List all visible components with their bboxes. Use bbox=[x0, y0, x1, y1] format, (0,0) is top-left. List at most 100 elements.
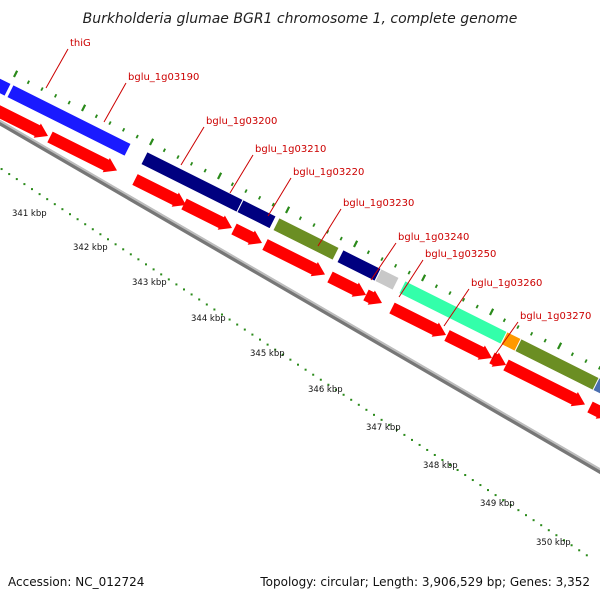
scale-dot bbox=[449, 464, 451, 466]
scale-dot bbox=[456, 469, 459, 472]
scale-dot bbox=[236, 323, 239, 326]
tick-mark bbox=[312, 223, 316, 228]
gene-arrow bbox=[231, 223, 262, 245]
tick-mark bbox=[67, 100, 71, 105]
tick-mark bbox=[26, 80, 30, 85]
tick-mark bbox=[271, 202, 275, 207]
chromosome-backbone bbox=[0, 119, 600, 475]
scale-dot bbox=[479, 484, 482, 487]
cog-block bbox=[272, 217, 340, 261]
gene-arrow bbox=[503, 359, 585, 407]
scale-dot-line bbox=[0, 168, 588, 557]
gene-label: bglu_1g03270 bbox=[520, 311, 591, 322]
tick-mark bbox=[81, 104, 87, 112]
scale-dot bbox=[137, 258, 140, 261]
gene-arrow bbox=[389, 302, 446, 337]
scale-dot bbox=[114, 243, 117, 246]
scale-dot bbox=[160, 273, 163, 276]
scale-dot bbox=[502, 499, 505, 502]
gene-label: bglu_1g03230 bbox=[343, 198, 414, 209]
tick-mark bbox=[475, 304, 479, 309]
callout-line bbox=[491, 321, 519, 360]
gene-arrow bbox=[262, 239, 325, 277]
tick-mark bbox=[135, 134, 139, 139]
scale-dot bbox=[76, 218, 79, 221]
scale-dot bbox=[183, 288, 185, 291]
cog-block bbox=[374, 268, 400, 291]
gene-arrow bbox=[444, 330, 492, 360]
scale-dot bbox=[304, 368, 307, 371]
tick-mark bbox=[189, 161, 194, 166]
tick-mark bbox=[407, 270, 411, 275]
tick-mark bbox=[393, 263, 398, 268]
scale-dot bbox=[335, 388, 337, 391]
scale-tick-label: 345 kbp bbox=[250, 349, 285, 359]
tick-mark bbox=[380, 257, 384, 262]
tick-mark bbox=[421, 274, 427, 282]
scale-tick-label: 346 kbp bbox=[308, 385, 343, 395]
scale-dot bbox=[563, 539, 565, 542]
scale-dot bbox=[175, 283, 178, 286]
tick-mark bbox=[529, 331, 534, 336]
top-tick-marks bbox=[13, 70, 600, 370]
scale-dot bbox=[578, 549, 581, 552]
scale-dot bbox=[342, 393, 345, 396]
tick-mark bbox=[149, 138, 155, 146]
scale-tick-label: 350 kbp bbox=[536, 538, 571, 548]
gene-arrow bbox=[132, 174, 186, 207]
scale-dot bbox=[15, 178, 18, 181]
gene-label: bglu_1g03200 bbox=[206, 116, 277, 127]
scale-tick-label: 347 kbp bbox=[366, 423, 401, 433]
tick-mark bbox=[339, 236, 343, 241]
scale-tick-label: 341 kbp bbox=[12, 209, 47, 219]
scale-dot bbox=[274, 348, 277, 351]
scale-dot bbox=[251, 333, 254, 336]
scale-dot bbox=[297, 363, 299, 366]
tick-mark bbox=[121, 127, 126, 132]
tick-mark bbox=[108, 121, 112, 126]
scale-dot bbox=[84, 223, 87, 226]
scale-dot bbox=[23, 183, 26, 186]
scale-dot bbox=[91, 228, 94, 231]
tick-mark bbox=[557, 342, 563, 350]
scale-dot bbox=[373, 413, 375, 416]
tick-mark bbox=[516, 325, 520, 330]
scale-dot bbox=[555, 534, 558, 537]
gene-arrow bbox=[489, 352, 506, 367]
tick-mark bbox=[353, 240, 359, 248]
tick-mark bbox=[162, 148, 166, 153]
tick-mark bbox=[448, 291, 452, 296]
scale-dot bbox=[540, 524, 543, 527]
tick-mark bbox=[502, 318, 506, 323]
scale-dot bbox=[365, 408, 368, 411]
gene-label: thiG bbox=[70, 38, 91, 49]
scale-dot bbox=[129, 253, 132, 256]
cog-block bbox=[336, 249, 382, 282]
tick-mark bbox=[489, 308, 495, 316]
scale-dot bbox=[46, 198, 49, 201]
cog-block bbox=[514, 338, 600, 392]
scale-dot bbox=[433, 453, 436, 456]
scale-dot bbox=[53, 203, 56, 206]
gene-label: bglu_1g03250 bbox=[425, 249, 496, 260]
scale-dot bbox=[418, 443, 421, 446]
scale-dot bbox=[350, 398, 353, 401]
scale-dot bbox=[8, 173, 11, 176]
scale-dot bbox=[388, 423, 391, 426]
scale-dot bbox=[403, 433, 406, 436]
tick-mark bbox=[570, 352, 574, 357]
map-title: Burkholderia glumae BGR1 chromosome 1, c… bbox=[83, 11, 518, 27]
cog-block bbox=[0, 77, 12, 97]
scale-dot bbox=[547, 529, 550, 532]
scale-dot bbox=[357, 403, 360, 406]
gene-arrow bbox=[587, 401, 600, 419]
gene-callouts: thiG bglu_1g03190 bglu_1g03200 bglu_1g03210… bbox=[45, 38, 591, 360]
scale-dot bbox=[266, 343, 269, 346]
tick-mark bbox=[230, 182, 234, 187]
scale-dot bbox=[221, 313, 223, 316]
scale-dot bbox=[152, 268, 155, 271]
scale-tick-label: 343 kbp bbox=[132, 278, 167, 288]
scale-dot bbox=[411, 438, 413, 441]
scale-dot bbox=[243, 328, 246, 331]
